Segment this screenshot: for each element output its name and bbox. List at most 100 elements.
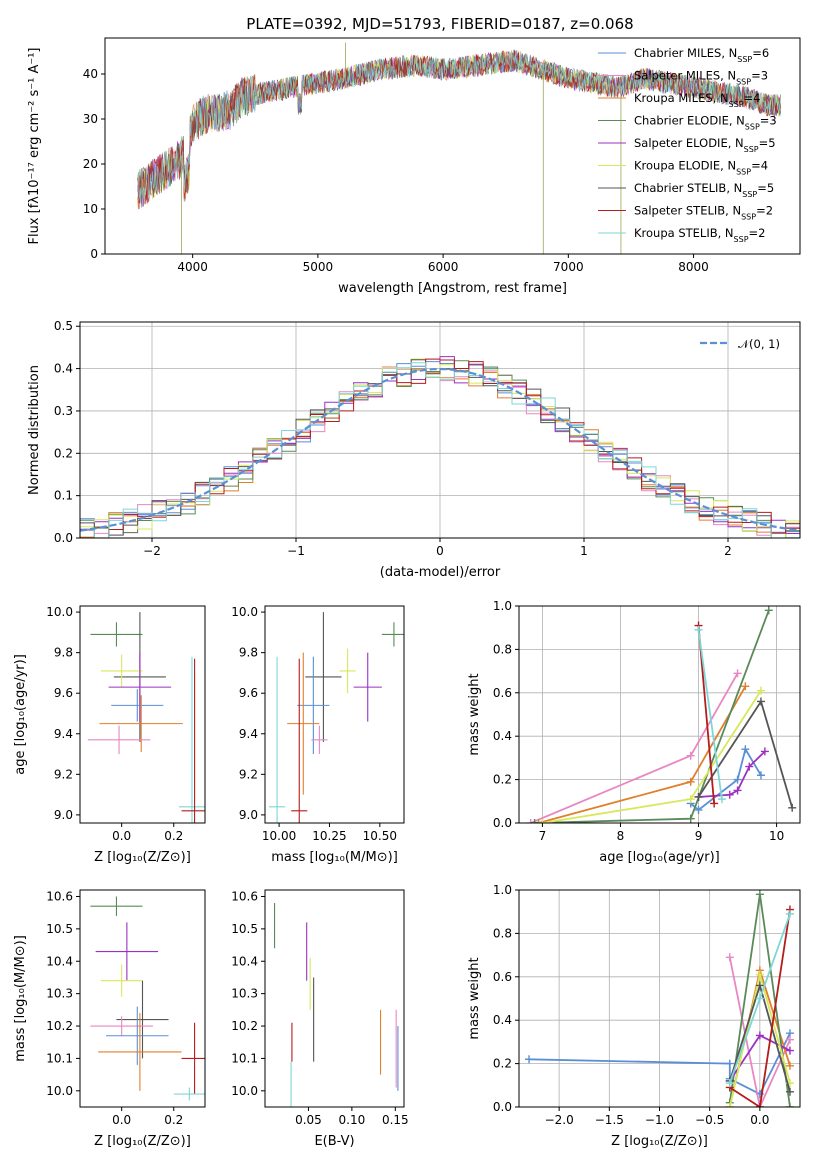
tick-label-y: 0.4 [493, 729, 512, 743]
tick-label-x: 0.0 [750, 1113, 769, 1127]
mass_vs_EBV-axes: 0.05 0.10 0.15 10.0 10.1 10.2 10.3 10.4 10.5 10.6… [231, 889, 408, 1149]
weight-line [728, 957, 791, 1107]
axes-frame [79, 889, 206, 1108]
age_vs_Z-points [87, 612, 205, 823]
weight-marker [733, 786, 742, 795]
weight-marker [788, 803, 797, 812]
weight-marker [755, 1031, 764, 1040]
legend-entry: Chabrier STELIB, NSSP=5 [634, 181, 774, 199]
weight-marker [733, 775, 742, 784]
legend-entry: 𝒩(0, 1) [738, 337, 780, 351]
tick-label-y: 0.6 [493, 686, 512, 700]
tick-label-x: 6000 [428, 260, 459, 274]
legend-entry: Salpeter STELIB, NSSP=2 [634, 204, 773, 222]
weight_vs_age-axes: 7 8 9 10 0.0 0.2 0.4 0.6 0.8 1.0 age [log₁₀(age/yr… [467, 599, 801, 865]
tick-label-x: 2 [724, 544, 732, 558]
tick-label-y: 10.6 [231, 889, 258, 903]
error-point [269, 656, 286, 823]
tick-label-y: 0.2 [493, 773, 512, 787]
spectrum-line-kroupa-stelib [137, 50, 781, 208]
tick-label-x: 4000 [177, 260, 208, 274]
tick-label-x: 0.05 [295, 1113, 322, 1127]
tick-label-x: −0.5 [695, 1113, 724, 1127]
tick-label-y: 10.0 [46, 1084, 73, 1098]
weight-marker [525, 1055, 534, 1064]
spectrum-line-salpeter-stelib [137, 50, 781, 210]
age_vs_mass-axes: 10.00 10.25 10.50 9.0 9.2 9.4 9.6 9.8 10.0 mass [… [231, 605, 405, 865]
tick-label-x: 0.15 [382, 1113, 409, 1127]
tick-label-y: 1.0 [493, 599, 512, 613]
tick-label-x: −2.0 [545, 1113, 574, 1127]
weight-marker [755, 994, 764, 1003]
tick-label-y: 9.6 [239, 686, 258, 700]
weight-marker [755, 981, 764, 990]
weight-marker [534, 819, 543, 823]
tick-label-y: 40 [83, 67, 98, 81]
tick-label-y: 9.0 [239, 808, 258, 822]
legend-entry: Salpeter ELODIE, NSSP=5 [634, 136, 776, 154]
tick-label-y: 10.5 [231, 922, 258, 936]
weight-marker [725, 953, 734, 962]
weight_vs_Z-series [525, 890, 794, 1107]
tick-label-x: 1 [580, 544, 588, 558]
weight-line [697, 629, 723, 800]
tick-label-y: 0.4 [54, 362, 73, 376]
error-point [291, 658, 308, 823]
axes-frame [79, 605, 206, 824]
tick-label-y: 10.5 [46, 922, 73, 936]
tick-label-y: 10.3 [231, 987, 258, 1001]
tick-label-y: 9.8 [54, 646, 73, 660]
tick-label-y: 0.3 [54, 404, 73, 418]
axes-frame [518, 605, 801, 824]
tick-label-y: 0.1 [54, 489, 73, 503]
tick-label-y: 0.8 [493, 926, 512, 940]
error-point [181, 1022, 205, 1095]
tick-label-y: 9.2 [239, 767, 258, 781]
y-axis-label: Flux [fλ10⁻¹⁷ erg cm⁻² s⁻¹ A⁻¹] [27, 48, 42, 245]
tick-label-x: 5000 [303, 260, 334, 274]
normal-curve [80, 367, 800, 532]
weight-marker [686, 795, 695, 804]
weight-marker [725, 790, 734, 799]
weight-marker [756, 771, 765, 780]
weight-marker [694, 805, 703, 814]
error-point [90, 896, 143, 916]
legend-entry: Kroupa STELIB, NSSP=2 [634, 226, 765, 244]
tick-label-y: 9.8 [239, 646, 258, 660]
weight-marker [741, 745, 750, 754]
error-point [305, 612, 342, 742]
weight-marker [785, 1103, 794, 1107]
error-point [297, 656, 330, 755]
x-axis-label: age [log₁₀(age/yr)] [599, 850, 720, 865]
tick-label-y: 1.0 [493, 883, 512, 897]
tick-label-y: 10.1 [46, 1051, 73, 1065]
weight-marker [694, 625, 703, 634]
error-point [87, 725, 151, 755]
tick-label-y: 0.0 [54, 531, 73, 545]
weight-marker [530, 819, 539, 823]
error-point [287, 652, 320, 795]
tick-label-x: −2 [143, 544, 161, 558]
tick-label-y: 10 [83, 202, 98, 216]
tick-label-y: 10.2 [46, 1019, 73, 1033]
tick-label-y: 10.6 [46, 889, 73, 903]
age_vs_Z-axes: 0.0 0.2 9.0 9.2 9.4 9.6 9.8 10.0 Z [log₁₀(Z/Z⊙)]… [13, 605, 206, 865]
legend-entry: Kroupa MILES, NSSP=4 [634, 91, 760, 109]
y-axis-label: mass weight [467, 673, 482, 755]
tick-label-x: 10 [769, 829, 784, 843]
weight-marker [717, 795, 726, 804]
mass_vs_EBV-points [274, 902, 399, 1107]
tick-label-x: 8000 [678, 260, 709, 274]
error-point [311, 725, 328, 755]
tick-label-y: 10.0 [231, 605, 258, 619]
weight-marker [755, 890, 764, 899]
x-axis-label: mass [log₁₀(M/M⊙)] [271, 850, 398, 865]
tick-label-y: 10.2 [231, 1019, 258, 1033]
age_vs_mass-points [269, 612, 404, 823]
weight-marker [756, 697, 765, 706]
tick-label-y: 9.6 [54, 686, 73, 700]
weight-marker [755, 970, 764, 979]
error-point [111, 689, 164, 722]
tick-label-y: 10.4 [46, 954, 73, 968]
